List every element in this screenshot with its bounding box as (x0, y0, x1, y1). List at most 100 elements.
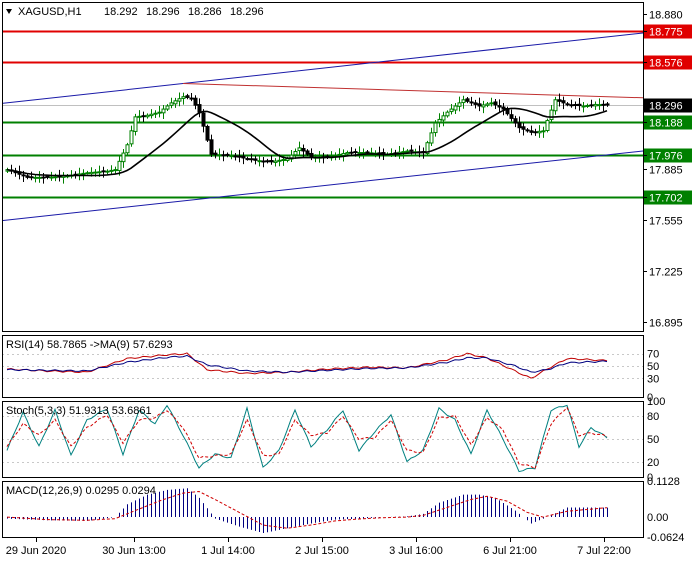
candle-body (209, 139, 214, 155)
candle-body (305, 150, 310, 155)
candle-body (237, 155, 242, 158)
candle-body (529, 130, 534, 133)
moving-average-line (6, 107, 608, 177)
macd-tick-label: 0.1128 (647, 476, 680, 488)
candle-body (29, 176, 34, 179)
candle-body (221, 154, 226, 157)
candle-body (569, 104, 574, 107)
candle-body (477, 103, 482, 107)
trend-line-channel-upper (1, 32, 644, 104)
x-tick-label: 6 Jul 21:00 (483, 545, 537, 557)
candle-body (93, 171, 98, 174)
candle-body (165, 105, 170, 110)
candle-body (25, 175, 30, 178)
candle-body (353, 151, 358, 154)
candle-body (489, 102, 494, 105)
candle-body (573, 104, 578, 107)
macd-tick-label: 0.00 (647, 512, 668, 524)
candle-body (429, 132, 434, 144)
ohlc-close: 18.296 (230, 6, 264, 18)
x-tick-label: 30 Jun 13:00 (102, 545, 166, 557)
rsi-tick-label: 70 (647, 349, 659, 361)
candle-body (553, 99, 558, 112)
candle-body (557, 99, 562, 102)
candle-body (225, 153, 230, 156)
candle-body (281, 159, 286, 162)
candle-body (269, 160, 274, 163)
level-price-label: 18.188 (649, 118, 683, 130)
candle-body (341, 152, 346, 156)
candle-body (485, 103, 490, 106)
candle-body (233, 155, 238, 158)
candle-body (537, 130, 542, 134)
level-price-box (644, 115, 692, 130)
candle-body (37, 176, 42, 179)
candle-body (541, 130, 546, 133)
candle-body (289, 154, 294, 160)
x-tick-label: 3 Jul 16:00 (389, 545, 443, 557)
x-tick-label: 7 Jul 22:00 (577, 545, 631, 557)
candle-body (201, 112, 206, 127)
level-price-box (644, 148, 692, 163)
candle-body (517, 122, 522, 129)
candle-body (241, 155, 246, 159)
candle-body (565, 103, 570, 106)
candle-body (309, 152, 314, 158)
candle-body (137, 115, 142, 118)
candle-body (145, 114, 150, 118)
stoch-tick-label: 100 (647, 396, 665, 408)
ohlc-open: 18.292 (104, 6, 138, 18)
trend-line-channel-lower (1, 150, 644, 222)
level-price-box (644, 190, 692, 205)
candle-body (513, 118, 518, 124)
candle-body (409, 149, 414, 152)
candle-body (465, 98, 470, 102)
rsi-series-rsi-14- (6, 352, 608, 379)
candle-body (577, 103, 582, 107)
ohlc-high: 18.296 (146, 6, 180, 18)
rsi-title: RSI(14) 58.7865 ->MA(9) 57.6293 (6, 339, 173, 351)
candle-body (249, 158, 254, 161)
candle-body (121, 152, 126, 163)
candle-body (197, 104, 202, 113)
candle-body (469, 101, 474, 104)
candle-body (345, 152, 350, 155)
candle-body (141, 115, 146, 118)
candle-body (357, 152, 362, 155)
candle-body (521, 126, 526, 130)
candle-body (245, 158, 250, 161)
candle-body (157, 111, 162, 114)
ohlc-low: 18.286 (188, 6, 222, 18)
candle-body (549, 109, 554, 121)
candle-body (481, 104, 486, 108)
candle-body (441, 115, 446, 121)
candle-body (169, 102, 174, 106)
candle-body (265, 160, 270, 163)
chart-title: XAGUSD,H1 (18, 6, 82, 18)
candle-body (173, 100, 178, 105)
collapse-arrow-icon[interactable] (6, 9, 12, 14)
candle-body (593, 103, 598, 107)
candle-body (213, 152, 218, 155)
candle-body (185, 95, 190, 98)
candle-body (125, 144, 130, 154)
candle-body (105, 170, 110, 173)
candle-body (601, 103, 606, 106)
candle-body (49, 176, 54, 179)
candle-body (437, 118, 442, 123)
candle-body (97, 171, 102, 174)
level-price-label: 17.976 (649, 151, 683, 163)
candle-body (129, 130, 134, 145)
x-tick-label: 2 Jul 15:00 (295, 545, 349, 557)
candle-body (21, 174, 26, 177)
stoch-series-main (6, 404, 608, 473)
level-price-label: 17.702 (649, 193, 683, 205)
candle-body (217, 154, 222, 157)
y-tick-label: 18.880 (649, 10, 683, 22)
candle-body (297, 147, 302, 152)
candle-body (473, 102, 478, 105)
candle-body (101, 170, 106, 173)
y-tick-label: 17.555 (649, 216, 683, 228)
candle-body (453, 105, 458, 111)
candle-body (493, 101, 498, 106)
